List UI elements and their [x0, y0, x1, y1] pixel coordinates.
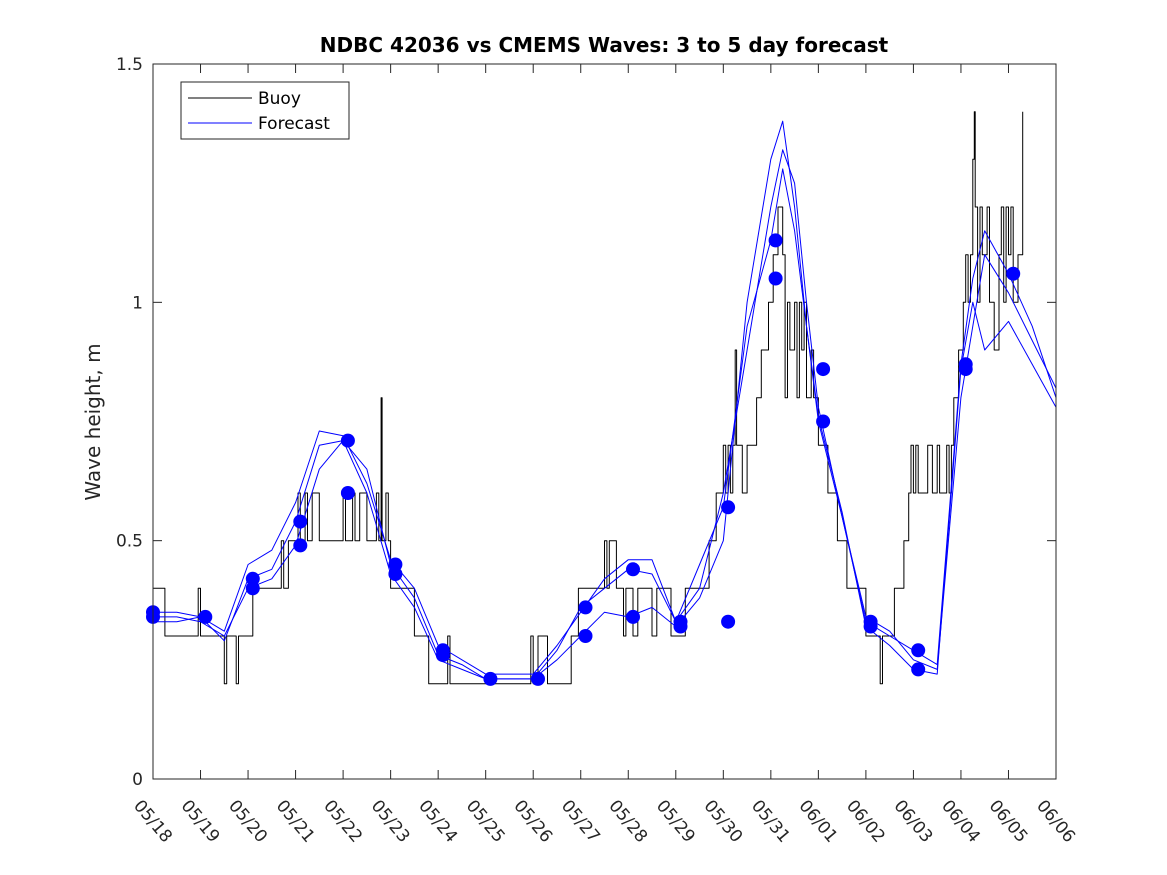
- legend-buoy-label: Buoy: [258, 89, 301, 109]
- series-line-3: [153, 149, 1057, 675]
- forecast-marker-21: [721, 500, 736, 515]
- y-tick-label-0: 0: [132, 770, 143, 790]
- y-tick-label-3: 1.5: [116, 55, 143, 75]
- forecast-marker-2: [198, 609, 213, 624]
- forecast-marker-23: [768, 233, 783, 248]
- legend-forecast-label: Forecast: [258, 114, 330, 134]
- forecast-marker-22: [721, 614, 736, 629]
- forecast-marker-18: [626, 609, 640, 624]
- forecast-marker-25: [816, 362, 831, 377]
- forecast-marker-16: [578, 629, 593, 643]
- forecast-marker-24: [768, 271, 783, 286]
- forecast-marker-14: [531, 671, 545, 686]
- forecast-marker-15: [578, 600, 593, 615]
- forecast-marker-4: [245, 581, 260, 596]
- forecast-marker-20: [673, 619, 688, 634]
- markers-group: [146, 233, 1021, 686]
- forecast-marker-12: [435, 648, 450, 663]
- forecast-marker-8: [340, 486, 355, 500]
- forecast-marker-6: [293, 538, 308, 553]
- legend-box: [180, 81, 350, 140]
- legend: Buoy Forecast: [180, 81, 350, 140]
- forecast-marker-30: [911, 662, 926, 677]
- y-axis-label: Wave height, m: [81, 343, 105, 500]
- forecast-marker-28: [863, 619, 878, 634]
- forecast-marker-29: [911, 643, 926, 658]
- y-tick-label-2: 1: [132, 293, 143, 313]
- forecast-marker-26: [816, 414, 831, 429]
- chart-title: NDBC 42036 vs CMEMS Waves: 3 to 5 day fo…: [320, 33, 889, 57]
- forecast-marker-13: [483, 671, 498, 686]
- forecast-marker-10: [388, 567, 403, 581]
- forecast-marker-5: [293, 514, 308, 529]
- y-tick-label-1: 0.5: [116, 532, 143, 552]
- plot-frame: [152, 63, 1057, 780]
- forecast-marker-17: [626, 562, 640, 577]
- forecast-marker-33: [1006, 266, 1021, 281]
- forecast-marker-32: [958, 362, 973, 377]
- series-line-0: [153, 111, 1024, 685]
- forecast-marker-7: [340, 433, 355, 448]
